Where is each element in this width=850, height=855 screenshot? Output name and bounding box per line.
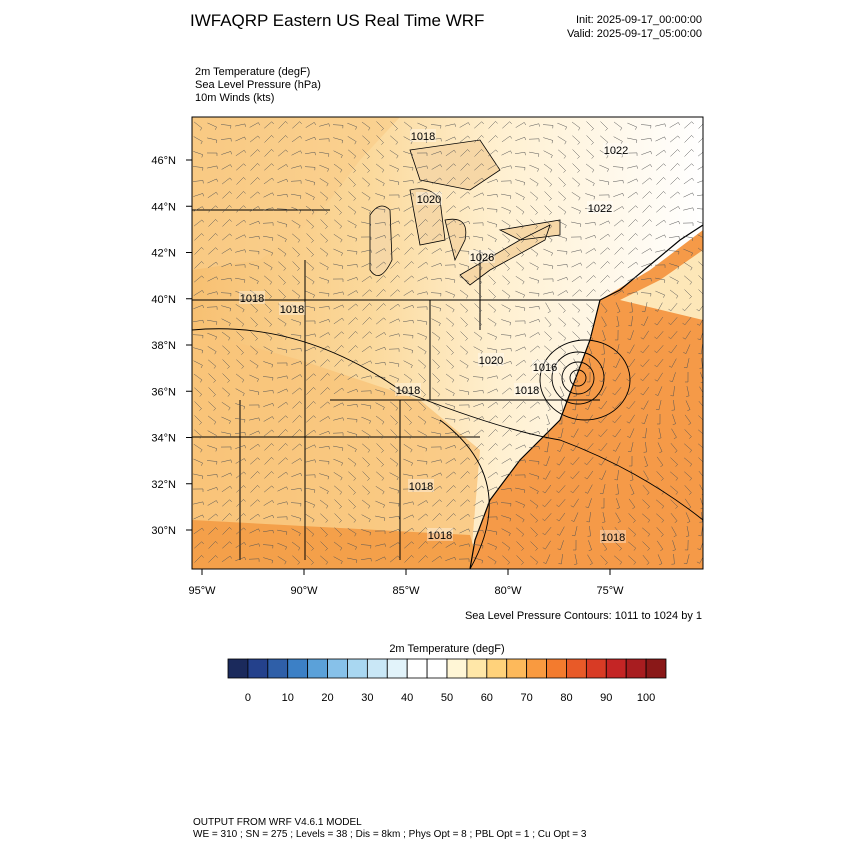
contour-label: 1018 <box>428 530 452 542</box>
contour-label-bg <box>469 250 495 263</box>
contour-label-bg <box>532 360 558 373</box>
colorbar-label: 90 <box>600 692 612 704</box>
contour-label-bg <box>395 383 421 396</box>
colorbar-box <box>486 658 508 679</box>
valid-time: Valid: 2025-09-17_05:00:00 <box>567 28 702 40</box>
colorbar-label: 10 <box>282 692 294 704</box>
colorbar-title: 2m Temperature (degF) <box>389 643 504 655</box>
colorbar-label: 70 <box>521 692 533 704</box>
lon-label: 75°W <box>596 585 624 597</box>
contour-label: 1018 <box>515 385 539 397</box>
colorbar-box <box>605 658 627 679</box>
contour-label-bg <box>587 201 613 214</box>
colorbar-label: 60 <box>481 692 493 704</box>
ocean-fill <box>620 250 703 320</box>
contour-label: 1020 <box>417 194 441 206</box>
map-frame <box>191 116 704 570</box>
field-label: Sea Level Pressure (hPa) <box>195 79 321 91</box>
lat-label: 32°N <box>151 479 176 491</box>
contour-label: 1018 <box>280 304 304 316</box>
contour-label-bg <box>239 291 265 304</box>
colorbar-label: 40 <box>401 692 413 704</box>
lat-label: 42°N <box>151 248 176 260</box>
contour-label: 1018 <box>396 385 420 397</box>
contour-label-bg <box>279 302 305 315</box>
contour-label-bg <box>478 353 504 366</box>
contour-label: 1022 <box>604 145 628 157</box>
colorbar-box <box>466 658 488 679</box>
footer-line: OUTPUT FROM WRF V4.6.1 MODEL <box>193 817 362 828</box>
field-label: 2m Temperature (degF) <box>195 66 310 78</box>
colorbar-label: 30 <box>361 692 373 704</box>
contour-label: 1026 <box>470 252 494 264</box>
field-label: 10m Winds (kts) <box>195 92 274 104</box>
lat-label: 30°N <box>151 525 176 537</box>
contour-label-bg <box>427 528 453 541</box>
footer-line: WE = 310 ; SN = 275 ; Levels = 38 ; Dis … <box>193 829 587 840</box>
contour-label-bg <box>603 143 629 156</box>
warm-area <box>192 330 480 569</box>
warm-area <box>192 117 400 270</box>
gulf-fill <box>192 520 480 569</box>
colorbar-box <box>585 658 607 679</box>
init-time: Init: 2025-09-17_00:00:00 <box>576 14 702 26</box>
colorbar-label: 20 <box>321 692 333 704</box>
lon-label: 95°W <box>188 585 216 597</box>
colorbar-box <box>347 658 368 679</box>
colorbar-label: 50 <box>441 692 453 704</box>
coastline <box>469 224 703 569</box>
contour-label: 1020 <box>479 355 503 367</box>
colorbar-box <box>267 658 289 679</box>
colorbar-label: 0 <box>245 692 251 704</box>
contour-label: 1022 <box>588 203 612 215</box>
colorbar-box <box>386 658 408 679</box>
contour-label: 1018 <box>240 293 264 305</box>
state-borders <box>192 209 600 560</box>
colorbar-box <box>566 658 587 679</box>
colorbar-box <box>227 658 249 679</box>
contour-label-bg <box>416 192 442 205</box>
lat-label: 34°N <box>151 433 176 445</box>
colorbar-box <box>366 658 388 679</box>
colorbar-box <box>327 658 348 679</box>
lat-label: 38°N <box>151 340 176 352</box>
colorbar-box <box>625 658 647 679</box>
contour-label: 1018 <box>601 532 625 544</box>
contour-label: 1018 <box>409 481 433 493</box>
lat-label: 36°N <box>151 386 176 398</box>
lat-label: 46°N <box>151 155 176 167</box>
colorbar-box <box>247 658 269 679</box>
contour-label-bg <box>600 530 626 543</box>
colorbar-box <box>287 658 309 679</box>
colorbar-label: 100 <box>637 692 655 704</box>
colorbar-box <box>307 658 328 679</box>
map: 1018 1022 1020 1022 1026 1018 1018 1020 1016 1018… <box>192 117 703 569</box>
colorbar-label: 80 <box>560 692 572 704</box>
lon-label: 85°W <box>392 585 420 597</box>
lon-label: 90°W <box>290 585 318 597</box>
title: IWFAQRP Eastern US Real Time WRF <box>190 11 484 30</box>
colorbar-box <box>426 658 448 679</box>
colorbar-box <box>546 658 567 679</box>
great-lakes <box>369 139 561 286</box>
colorbar-box <box>526 658 547 679</box>
colorbar-box <box>506 658 528 679</box>
contour-note: Sea Level Pressure Contours: 1011 to 102… <box>465 610 702 622</box>
colorbar-box <box>645 658 667 679</box>
colorbar-box <box>446 658 468 679</box>
barb-path <box>192 121 703 566</box>
colorbar-box <box>406 658 428 679</box>
contour-label-bg <box>408 479 434 492</box>
contour-label-bg <box>514 383 540 396</box>
lat-label: 40°N <box>151 294 176 306</box>
wind-barbs <box>192 121 703 566</box>
lat-label: 44°N <box>151 201 176 213</box>
pressure-contours <box>192 328 703 569</box>
contour-label: 1018 <box>411 131 435 143</box>
contour-label: 1016 <box>533 362 557 374</box>
lon-label: 80°W <box>494 585 522 597</box>
contour-label-bg <box>410 129 436 142</box>
